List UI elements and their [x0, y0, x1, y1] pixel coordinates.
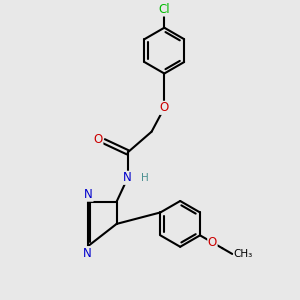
Text: H: H [141, 173, 149, 183]
Text: O: O [160, 101, 169, 114]
Text: O: O [208, 236, 217, 249]
Text: N: N [123, 171, 132, 184]
Text: O: O [94, 133, 103, 146]
Text: CH₃: CH₃ [234, 249, 253, 259]
Text: N: N [84, 188, 93, 201]
Text: Cl: Cl [158, 3, 170, 16]
Text: N: N [83, 247, 92, 260]
